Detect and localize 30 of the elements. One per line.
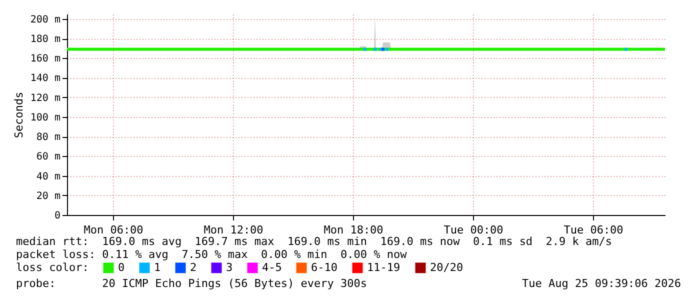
text: median rtt: 169.0 ms avg 169.7 ms max 169.0 ms min 169.0 ms now 0.1 ms sd 2.9 k am/s xyxy=(16,235,612,248)
text: probe: 20 ICMP Echo Pings (56 Bytes) every 300s xyxy=(16,277,367,290)
y-tick-label: 40 m xyxy=(36,171,60,182)
legend-label: 1 xyxy=(154,260,161,274)
legend-label: 4-5 xyxy=(262,260,282,274)
text: Tue Aug 25 09:39:06 2026 xyxy=(522,277,681,290)
y-tick-label: 160 m xyxy=(30,54,60,65)
y-tick-label: 140 m xyxy=(30,73,60,84)
y-tick-label: 180 m xyxy=(30,34,60,46)
y-tick-label: 0 xyxy=(54,210,60,222)
legend-label: 20/20 xyxy=(430,260,464,274)
y-tick-label: 60 m xyxy=(36,152,60,163)
x-tick-label: Tue 00:00 xyxy=(444,224,504,236)
x-tick-label: Mon 12:00 xyxy=(204,224,264,236)
x-tick-label: Mon 18:00 xyxy=(324,224,384,236)
y-tick-label: 20 m xyxy=(36,190,60,202)
legend-label: 0 xyxy=(118,260,125,274)
x-tick-label: Mon 06:00 xyxy=(84,224,144,236)
y-tick-label: 120 m xyxy=(30,92,60,104)
x-tick-label: Tue 06:00 xyxy=(564,224,624,236)
legend-label: 11-19 xyxy=(367,260,400,274)
y-tick-label: 200 m xyxy=(30,14,60,26)
text: packet loss: 0.11 % avg 7.50 % max 0.00 % min 0.00 % now xyxy=(16,248,407,261)
y-axis-title: Seconds xyxy=(12,92,26,138)
y-tick-label: 100 m xyxy=(30,112,60,124)
legend-label: 6-10 xyxy=(311,260,338,274)
y-tick-label: 80 m xyxy=(36,132,60,144)
legend-label: 3 xyxy=(226,260,233,274)
legend-label: 2 xyxy=(190,260,197,274)
legend-title: loss color: xyxy=(16,261,89,274)
